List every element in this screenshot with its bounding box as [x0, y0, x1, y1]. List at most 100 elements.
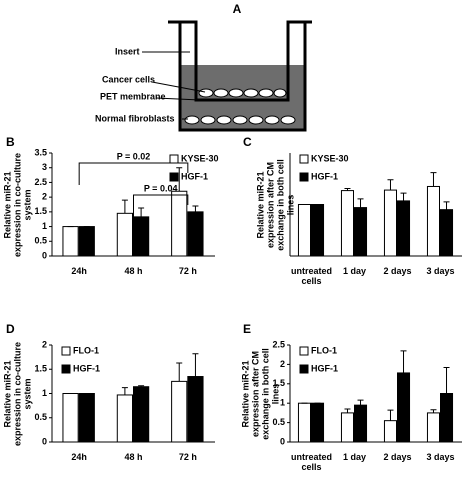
bar: [340, 190, 354, 257]
panel-label: C: [243, 135, 252, 149]
panel-label: D: [6, 322, 15, 336]
x-tick-label: 48 h: [124, 452, 143, 462]
bar: [187, 376, 204, 443]
bar: [383, 420, 397, 443]
y-axis-label: Relative miR-21 expression in co-culture…: [2, 341, 32, 446]
legend-swatch: [299, 346, 309, 356]
y-tick-label: 2.5: [272, 339, 285, 349]
x-tick-label: 1 day: [342, 452, 366, 462]
legend-swatch: [299, 154, 309, 164]
x-tick-label: 72 h: [178, 266, 197, 276]
error-bar: [344, 188, 351, 191]
error-bar: [387, 179, 394, 191]
bar: [426, 412, 440, 443]
x-tick-label: 3 days: [426, 452, 455, 462]
bar: [133, 216, 150, 257]
error-bar: [192, 353, 199, 377]
legend-label: FLO-1: [311, 345, 337, 355]
legend-swatch: [299, 364, 309, 374]
x-tick-label: 24h: [71, 452, 87, 462]
bar: [116, 212, 133, 257]
x-tick-label: untreated cells: [290, 266, 332, 286]
error-bar: [176, 362, 183, 382]
y-tick-label: 0.5: [272, 417, 285, 427]
error-bar: [430, 172, 437, 187]
bar: [311, 402, 325, 443]
x-tick-label: 1 day: [342, 266, 366, 276]
x-tick-label: 48 h: [124, 266, 143, 276]
error-bar: [357, 399, 364, 406]
error-bar: [121, 387, 128, 395]
panel-label: A: [233, 2, 242, 16]
insert-diagram: A Insert Cancer cells PET membrane Norma…: [95, 2, 312, 132]
legend-label: HGF-1: [73, 363, 100, 373]
part-label: Cancer cells: [102, 74, 155, 84]
bar: [440, 393, 454, 443]
bar: [426, 185, 440, 257]
x-tick-label: untreated cells: [290, 452, 332, 472]
y-tick-label: 1.5: [34, 206, 47, 216]
bar: [78, 226, 95, 257]
error-bar: [344, 408, 351, 413]
panel-label: B: [6, 135, 15, 149]
legend-swatch: [61, 346, 71, 356]
bar: [62, 393, 79, 443]
bar: [297, 402, 311, 443]
part-label: Normal fibroblasts: [95, 113, 175, 123]
error-bar: [443, 367, 450, 394]
y-axis-label: Relative miR-21 expression after CM exch…: [240, 347, 280, 440]
legend-label: KYSE-30: [181, 153, 219, 163]
error-bar: [138, 207, 145, 217]
part-label: Insert: [115, 46, 140, 56]
legend-swatch: [61, 364, 71, 374]
y-tick-label: 1: [280, 398, 285, 408]
y-tick-label: 3: [42, 162, 47, 172]
cancer-cells: [198, 88, 287, 98]
x-tick-label: 2 days: [383, 266, 412, 276]
part-label: PET membrane: [100, 91, 166, 101]
legend-swatch: [169, 172, 179, 182]
insert: [168, 20, 312, 102]
bar: [397, 200, 411, 257]
bar: [397, 372, 411, 443]
y-tick-label: 0: [42, 250, 47, 260]
bar: [440, 209, 454, 257]
legend-label: KYSE-30: [311, 153, 349, 163]
y-tick-label: 1: [42, 221, 47, 231]
x-tick-label: 3 days: [426, 266, 455, 276]
y-tick-label: 0: [280, 436, 285, 446]
y-tick-label: 2: [42, 192, 47, 202]
error-bar: [400, 350, 407, 373]
bar: [171, 380, 188, 443]
bar: [354, 207, 368, 257]
y-tick-label: 1.5: [34, 364, 47, 374]
well: [178, 22, 307, 132]
y-axis-label: Relative miR-21 expression after CM exch…: [255, 158, 295, 251]
bar: [383, 189, 397, 257]
bar: [133, 386, 150, 443]
error-bar: [121, 199, 128, 214]
x-tick-label: 72 h: [178, 452, 197, 462]
legend-label: HGF-1: [181, 171, 208, 181]
annotation: P = 0.02: [117, 151, 151, 161]
y-axis-label: Relative miR-21 expression in co-culture…: [2, 152, 32, 257]
error-bar: [176, 167, 183, 192]
error-bar: [430, 409, 437, 413]
y-tick-label: 0: [42, 436, 47, 446]
significance-bracket: [133, 194, 189, 217]
legend-swatch: [299, 172, 309, 182]
pointer-arrows: [142, 51, 206, 120]
significance-bracket: [78, 162, 189, 185]
bar: [340, 412, 354, 443]
x-tick-label: 24h: [71, 266, 87, 276]
error-bar: [400, 192, 407, 201]
legend-label: HGF-1: [311, 363, 338, 373]
x-tick-label: 2 days: [383, 452, 412, 462]
error-bar: [443, 201, 450, 210]
bar: [116, 394, 133, 443]
y-tick-label: 3.5: [34, 147, 47, 157]
bar: [311, 204, 325, 257]
bar: [187, 211, 204, 257]
